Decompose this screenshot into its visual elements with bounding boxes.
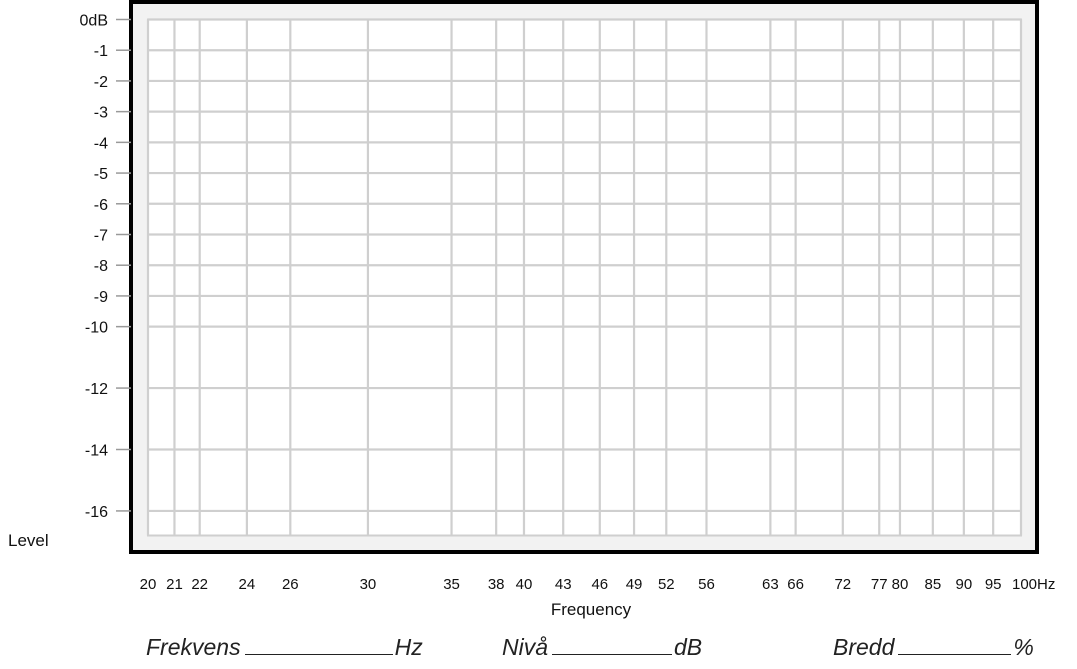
level-label: Nivå (502, 634, 549, 660)
width-label: Bredd (833, 634, 895, 660)
x-tick-label: 66 (787, 576, 804, 593)
x-tick-label: 63 (762, 576, 779, 593)
y-tick-label: -16 (85, 504, 108, 521)
x-tick-label: 52 (658, 576, 675, 593)
y-tick-label: -6 (94, 197, 108, 214)
width-blank[interactable] (898, 628, 1012, 655)
x-tick-label: 40 (516, 576, 533, 593)
plot-inner-area (147, 18, 1022, 537)
x-tick-label: 21 (166, 576, 183, 593)
x-tick-label: 85 (925, 576, 942, 593)
y-tick-label: -12 (85, 381, 108, 398)
frequency-unit: Hz (394, 634, 423, 660)
chart: 0dB -1 -2 -3 -4 -5 -6 -7 -8 -9 -10 -12 -14 -16 20 21 22… (8, 0, 1055, 619)
x-tick-label: 30 (360, 576, 377, 593)
x-tick-label: 26 (282, 576, 299, 593)
x-tick-label: 100Hz (1012, 576, 1055, 593)
frequency-blank[interactable] (244, 628, 393, 655)
x-tick-label: 22 (191, 576, 208, 593)
frequency-label: Frekvens (146, 634, 241, 660)
y-tick-label: 0dB (80, 13, 108, 30)
x-tick-label: 72 (834, 576, 851, 593)
y-tick-label: -14 (85, 443, 108, 460)
y-tick-label: -10 (85, 320, 108, 337)
x-tick-label: 95 (985, 576, 1002, 593)
x-tick-label: 77 (871, 576, 888, 593)
y-tick-label: -1 (94, 43, 108, 60)
x-tick-label: 35 (443, 576, 460, 593)
x-tick-label: 43 (555, 576, 572, 593)
measurement-form: Frekvens Hz Nivå dB Bredd % (0, 628, 1077, 664)
x-tick-label: 80 (892, 576, 909, 593)
x-tick-label: 20 (140, 576, 157, 593)
level-unit: dB (674, 634, 703, 660)
x-tick-label: 56 (698, 576, 715, 593)
y-tick-label: -8 (94, 258, 108, 275)
y-tick-label: -3 (94, 105, 108, 122)
width-unit: % (1013, 634, 1034, 660)
level-field: Nivå dB (502, 628, 702, 662)
x-tick-label: 24 (239, 576, 256, 593)
plot-frame (129, 0, 1039, 554)
x-axis-label: Frequency (551, 600, 632, 619)
y-tick-label: -9 (94, 289, 108, 306)
width-field: Bredd % (833, 628, 1034, 662)
x-tick-label: 49 (626, 576, 643, 593)
x-tick-label: 46 (591, 576, 608, 593)
y-axis-label: Level (8, 531, 49, 550)
y-tick-label: -4 (94, 135, 108, 152)
y-tick-label: -5 (94, 166, 108, 183)
x-tick-label: 38 (488, 576, 505, 593)
x-tick-label: 90 (956, 576, 973, 593)
level-blank[interactable] (552, 628, 673, 655)
y-tick-label: -7 (94, 228, 108, 245)
y-tick-label: -2 (94, 74, 108, 91)
frequency-field: Frekvens Hz (146, 628, 423, 662)
